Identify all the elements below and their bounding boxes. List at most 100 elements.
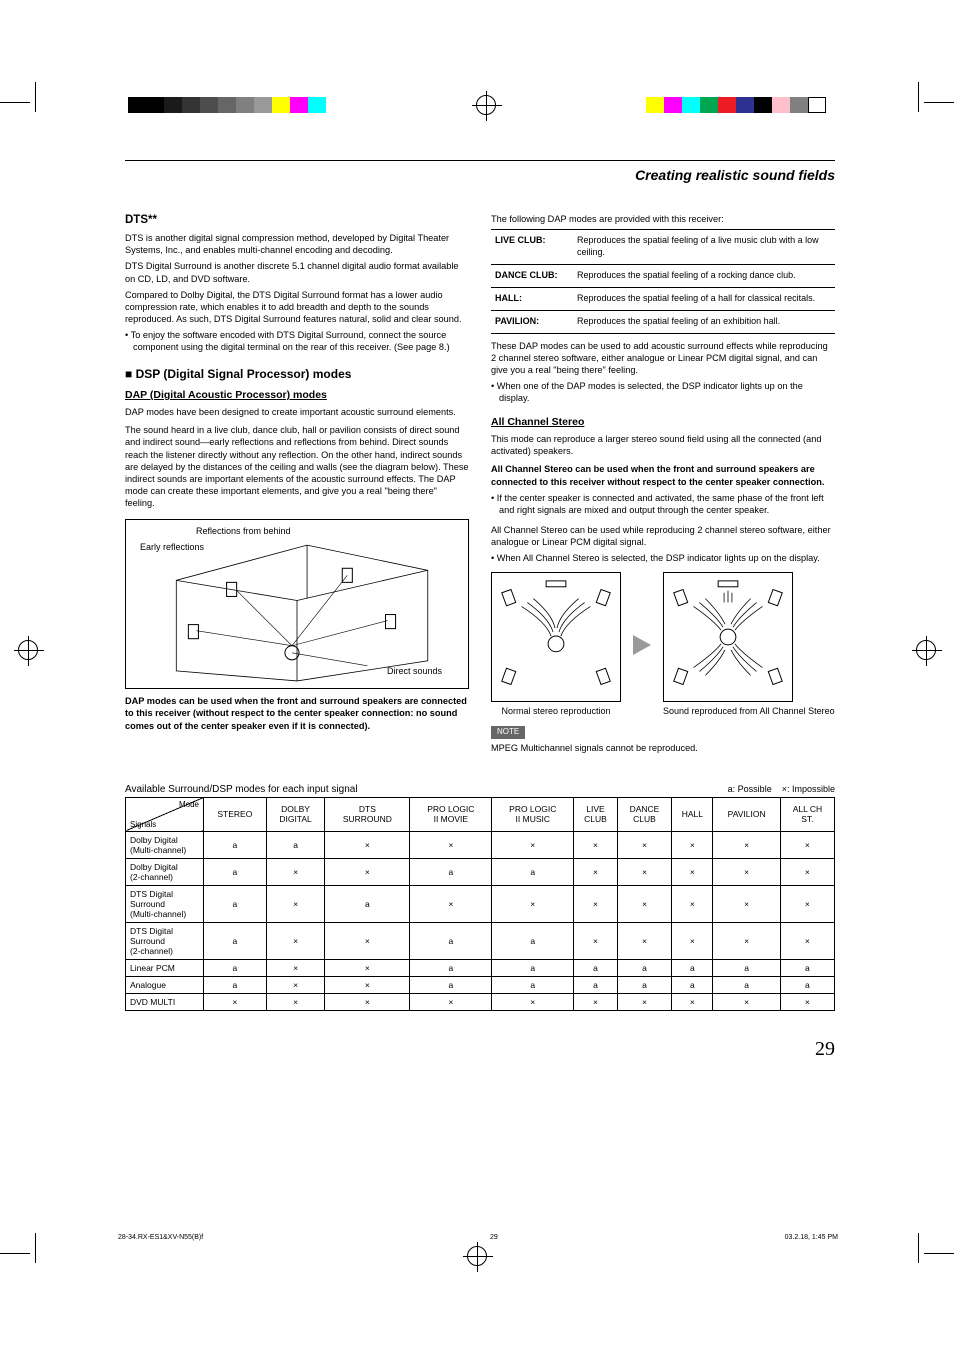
- compat-cell: ×: [574, 922, 617, 959]
- registration-mark: [467, 1246, 487, 1266]
- mode-name: DANCE CLUB:: [491, 264, 573, 287]
- body-text: DAP modes have been designed to create i…: [125, 406, 469, 418]
- compat-cell: ×: [325, 922, 410, 959]
- compat-cell: a: [204, 858, 267, 885]
- table-row: DVD MULTI××××××××××: [126, 993, 835, 1010]
- compat-title: Available Surround/DSP modes for each in…: [125, 784, 358, 795]
- compat-cell: ×: [617, 831, 672, 858]
- dsp-heading: ■ DSP (Digital Signal Processor) modes: [125, 367, 469, 383]
- legend-impossible: ×: Impossible: [782, 784, 835, 794]
- compat-cell: ×: [492, 831, 574, 858]
- body-text: Compared to Dolby Digital, the DTS Digit…: [125, 289, 469, 325]
- table-row: Dolby Digital(2-channel)a××aa×××××: [126, 858, 835, 885]
- compat-cell: ×: [574, 993, 617, 1010]
- registration-mark: [476, 95, 496, 115]
- page-number: 29: [815, 1038, 835, 1061]
- legend-possible: a: Possible: [728, 784, 772, 794]
- column-header: HALL: [672, 797, 713, 831]
- compat-cell: ×: [672, 831, 713, 858]
- crop-mark: [909, 82, 954, 127]
- body-text: The following DAP modes are provided wit…: [491, 213, 835, 225]
- compat-cell: a: [410, 858, 492, 885]
- compat-cell: a: [574, 959, 617, 976]
- compat-cell: ×: [266, 976, 325, 993]
- body-text: These DAP modes can be used to add acous…: [491, 340, 835, 376]
- compat-cell: ×: [780, 922, 834, 959]
- compat-cell: a: [780, 959, 834, 976]
- bullet-text: • To enjoy the software encoded with DTS…: [125, 329, 469, 353]
- note-text: MPEG Multichannel signals cannot be repr…: [491, 742, 835, 754]
- compat-cell: a: [410, 976, 492, 993]
- crop-mark: [909, 1233, 954, 1278]
- row-label: DTS Digital Surround(2-channel): [126, 922, 204, 959]
- registration-mark: [18, 640, 38, 660]
- table-row: LIVE CLUB:Reproduces the spatial feeling…: [491, 230, 835, 265]
- normal-stereo-diagram: [491, 572, 621, 702]
- table-row: DTS Digital Surround(Multi-channel)a×a××…: [126, 885, 835, 922]
- page-content: Creating realistic sound fields DTS** DT…: [125, 160, 835, 1011]
- compat-cell: ×: [325, 993, 410, 1010]
- print-marks-bottom: [0, 1233, 954, 1278]
- header-rule: Creating realistic sound fields: [125, 160, 835, 185]
- compat-cell: ×: [410, 993, 492, 1010]
- table-row: Linear PCMa××aaaaaaa: [126, 959, 835, 976]
- column-header: PRO LOGICII MUSIC: [492, 797, 574, 831]
- compat-cell: ×: [266, 922, 325, 959]
- compat-cell: ×: [266, 858, 325, 885]
- column-header: DANCECLUB: [617, 797, 672, 831]
- compat-cell: ×: [325, 976, 410, 993]
- compat-table: ModeSignalsSTEREODOLBYDIGITALDTSSURROUND…: [125, 797, 835, 1011]
- compat-cell: ×: [713, 993, 780, 1010]
- table-row: DANCE CLUB:Reproduces the spatial feelin…: [491, 264, 835, 287]
- diagram-caption: Sound reproduced from All Channel Stereo: [663, 706, 835, 718]
- compat-cell: ×: [672, 993, 713, 1010]
- compat-cell: ×: [574, 885, 617, 922]
- color-bar-right: [646, 97, 826, 113]
- registration-mark: [916, 640, 936, 660]
- row-label: Dolby Digital(2-channel): [126, 858, 204, 885]
- compat-cell: ×: [780, 993, 834, 1010]
- row-label: Linear PCM: [126, 959, 204, 976]
- compat-header: Available Surround/DSP modes for each in…: [125, 784, 835, 795]
- body-text: DTS is another digital signal compressio…: [125, 232, 469, 256]
- arrow-icon: [633, 635, 651, 655]
- compat-cell: a: [204, 922, 267, 959]
- table-row: Dolby Digital(Multi-channel)aa××××××××: [126, 831, 835, 858]
- mode-name: HALL:: [491, 287, 573, 310]
- compat-cell: ×: [713, 922, 780, 959]
- column-header: LIVECLUB: [574, 797, 617, 831]
- table-row: PAVILION:Reproduces the spatial feeling …: [491, 310, 835, 333]
- compat-cell: a: [574, 976, 617, 993]
- crop-mark: [0, 82, 45, 127]
- compat-cell: ×: [672, 922, 713, 959]
- row-label: Dolby Digital(Multi-channel): [126, 831, 204, 858]
- compat-cell: ×: [266, 959, 325, 976]
- speaker-svg: [492, 573, 620, 701]
- mode-desc: Reproduces the spatial feeling of a live…: [573, 230, 835, 265]
- table-row: HALL:Reproduces the spatial feeling of a…: [491, 287, 835, 310]
- note-label: NOTE: [491, 726, 525, 739]
- left-column: DTS** DTS is another digital signal comp…: [125, 213, 469, 758]
- right-column: The following DAP modes are provided wit…: [491, 213, 835, 758]
- compat-cell: a: [713, 959, 780, 976]
- compat-legend: a: Possible ×: Impossible: [728, 784, 835, 794]
- compat-cell: ×: [617, 858, 672, 885]
- dap-heading: DAP (Digital Acoustic Processor) modes: [125, 389, 469, 403]
- compat-cell: ×: [325, 959, 410, 976]
- compat-cell: a: [780, 976, 834, 993]
- compat-cell: ×: [713, 858, 780, 885]
- bold-note: DAP modes can be used when the front and…: [125, 695, 469, 731]
- compat-cell: ×: [204, 993, 267, 1010]
- row-label: Analogue: [126, 976, 204, 993]
- bullet-text: • When All Channel Stereo is selected, t…: [491, 552, 835, 564]
- mode-desc: Reproduces the spatial feeling of a hall…: [573, 287, 835, 310]
- mode-desc: Reproduces the spatial feeling of a rock…: [573, 264, 835, 287]
- compat-cell: ×: [617, 922, 672, 959]
- compat-cell: a: [617, 976, 672, 993]
- column-header: DOLBYDIGITAL: [266, 797, 325, 831]
- compat-cell: ×: [672, 858, 713, 885]
- compat-cell: a: [204, 831, 267, 858]
- compat-cell: ×: [492, 885, 574, 922]
- all-channel-stereo-diagram: [663, 572, 793, 702]
- bullet-text: • When one of the DAP modes is selected,…: [491, 380, 835, 404]
